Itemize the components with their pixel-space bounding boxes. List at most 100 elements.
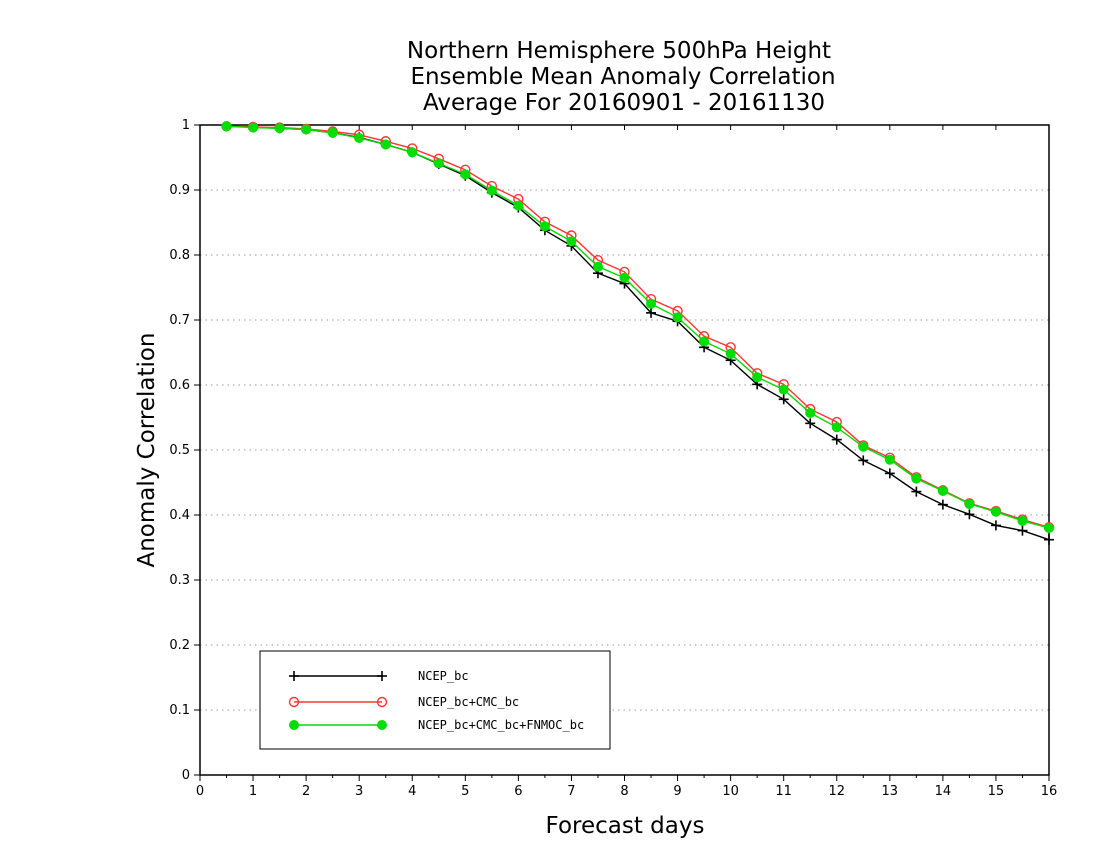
data-point-open-circle — [288, 696, 300, 708]
y-tick-label: 0.5 — [169, 443, 190, 458]
legend-label: NCEP_bc+CMC_bc — [418, 695, 519, 709]
data-point-plus — [805, 418, 816, 429]
legend-item: NCEP_bc+CMC_bc — [288, 695, 519, 709]
data-point-filled-circle — [380, 139, 391, 150]
series-line — [226, 125, 1050, 529]
series-ncep-bc-cmc-bc-fnmoc-bc — [221, 121, 1054, 533]
x-tick-label: 15 — [988, 784, 1005, 799]
data-point-plus — [1017, 525, 1028, 536]
x-tick-label: 9 — [673, 784, 681, 799]
data-point-filled-circle — [619, 272, 630, 283]
data-point-filled-circle — [937, 485, 948, 496]
data-point-filled-circle — [1017, 515, 1028, 526]
chart-title: Northern Hemisphere 500hPa Height Ensemb… — [407, 38, 836, 116]
x-tick-label: 0 — [196, 784, 204, 799]
x-tick-label: 6 — [514, 784, 522, 799]
series-ncep-bc-cmc-bc — [221, 121, 1055, 533]
series-line — [226, 125, 1050, 529]
data-point-filled-circle — [327, 127, 338, 138]
data-point-filled-circle — [831, 422, 842, 433]
data-point-plus — [289, 671, 299, 681]
data-point-plus — [884, 468, 895, 479]
legend-label: NCEP_bc+CMC_bc+FNMOC_bc — [418, 718, 584, 732]
x-tick-label: 8 — [620, 784, 628, 799]
series-lines — [221, 121, 1055, 545]
x-tick-label: 12 — [828, 784, 845, 799]
x-tick-label: 11 — [775, 784, 792, 799]
data-point-filled-circle — [725, 348, 736, 359]
x-tick-label: 13 — [882, 784, 899, 799]
y-tick-label: 0.8 — [169, 248, 190, 263]
data-point-filled-circle — [858, 441, 869, 452]
data-point-filled-circle — [513, 200, 524, 211]
x-tick-label: 2 — [302, 784, 310, 799]
data-point-plus — [990, 520, 1001, 531]
y-tick-label: 0.1 — [169, 703, 190, 718]
chart-title-line-1: Northern Hemisphere 500hPa Height — [407, 38, 831, 64]
data-point-filled-circle — [672, 312, 683, 323]
data-point-filled-circle — [377, 720, 387, 730]
legend-item: NCEP_bc — [289, 669, 469, 683]
data-point-filled-circle — [566, 236, 577, 247]
data-point-filled-circle — [486, 185, 497, 196]
data-point-filled-circle — [407, 147, 418, 158]
y-tick-label: 0.3 — [169, 573, 190, 588]
data-point-filled-circle — [354, 133, 365, 143]
x-tick-label: 1 — [249, 784, 257, 799]
legend-item: NCEP_bc+CMC_bc+FNMOC_bc — [289, 718, 584, 732]
series-ncep-bc — [221, 121, 1054, 545]
data-point-filled-circle — [248, 122, 259, 133]
data-point-filled-circle — [964, 498, 975, 509]
x-tick-label: 7 — [567, 784, 575, 799]
y-tick-label: 0.4 — [169, 508, 190, 523]
y-tick-label: 1 — [182, 118, 190, 133]
y-tick-label: 0.2 — [169, 638, 190, 653]
x-tick-label: 5 — [461, 784, 469, 799]
data-point-filled-circle — [884, 454, 895, 465]
x-tick-label: 4 — [408, 784, 416, 799]
data-point-filled-circle — [1044, 523, 1054, 533]
x-tick-label: 10 — [722, 784, 739, 799]
data-point-filled-circle — [911, 473, 922, 484]
data-point-plus — [937, 499, 948, 510]
y-tick-label: 0 — [182, 768, 190, 783]
data-point-plus — [964, 509, 975, 520]
grid-lines — [200, 189, 1049, 711]
data-point-plus — [1044, 534, 1054, 545]
legend-label: NCEP_bc — [418, 669, 469, 683]
data-point-filled-circle — [221, 121, 232, 132]
data-point-plus — [858, 455, 869, 466]
data-point-filled-circle — [433, 158, 444, 169]
data-point-filled-circle — [805, 407, 816, 418]
data-point-filled-circle — [990, 506, 1001, 517]
x-tick-label: 16 — [1041, 784, 1058, 799]
y-tick-label: 0.7 — [169, 313, 190, 328]
y-axis-label: Anomaly Correlation — [134, 332, 160, 567]
data-point-filled-circle — [301, 124, 312, 135]
data-point-filled-circle — [646, 298, 657, 309]
x-tick-label: 14 — [935, 784, 952, 799]
data-point-plus — [831, 434, 842, 445]
data-point-filled-circle — [778, 384, 789, 395]
data-point-filled-circle — [699, 336, 710, 347]
data-point-plus — [377, 671, 387, 681]
data-point-plus — [911, 486, 922, 497]
chart-title-line-2: Ensemble Mean Anomaly Correlation — [410, 64, 835, 90]
x-tick-label: 3 — [355, 784, 363, 799]
y-tick-label: 0.6 — [169, 378, 190, 393]
data-point-filled-circle — [460, 169, 471, 180]
series-line — [226, 125, 1050, 541]
legend-box — [259, 650, 611, 750]
y-tick-label: 0.9 — [169, 183, 190, 198]
chart-title-line-3: Average For 20160901 - 20161130 — [423, 90, 825, 116]
data-point-open-circle — [376, 696, 388, 708]
data-point-plus — [646, 307, 657, 318]
legend: NCEP_bc NCEP_bc+CMC_bc NCEP_bc+CMC_bc+FNMO… — [259, 650, 611, 750]
data-point-plus — [778, 394, 789, 405]
data-point-filled-circle — [592, 261, 603, 272]
data-point-filled-circle — [539, 221, 550, 232]
data-point-filled-circle — [289, 720, 299, 730]
data-point-filled-circle — [274, 123, 285, 134]
data-point-filled-circle — [752, 372, 763, 383]
